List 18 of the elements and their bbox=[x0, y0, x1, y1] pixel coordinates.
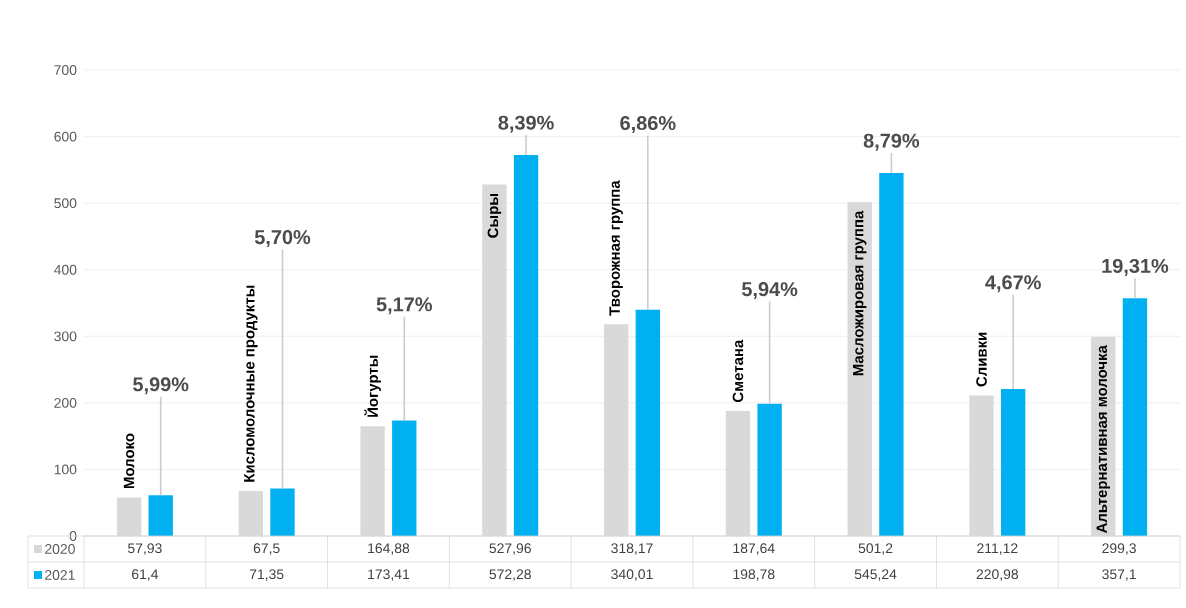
bar bbox=[270, 488, 295, 536]
bar bbox=[757, 403, 782, 536]
annotation: 4,67% bbox=[985, 275, 1041, 293]
bar bbox=[1122, 298, 1148, 536]
bar bbox=[392, 420, 417, 536]
annotation: 6,86% bbox=[620, 116, 676, 134]
bar bbox=[635, 309, 661, 536]
annotation: 19,31% bbox=[1102, 258, 1169, 276]
annotation: 5,70% bbox=[254, 230, 311, 248]
bar bbox=[148, 495, 173, 536]
annotation: 5,99% bbox=[133, 377, 189, 395]
bar bbox=[1000, 388, 1026, 536]
annotation: 5,17% bbox=[376, 297, 432, 315]
bar bbox=[513, 155, 539, 536]
annotation: 8,79% bbox=[863, 133, 920, 151]
annotation: 8,39% bbox=[498, 115, 554, 133]
annotation: 5,94% bbox=[741, 282, 798, 300]
bar bbox=[879, 173, 904, 536]
